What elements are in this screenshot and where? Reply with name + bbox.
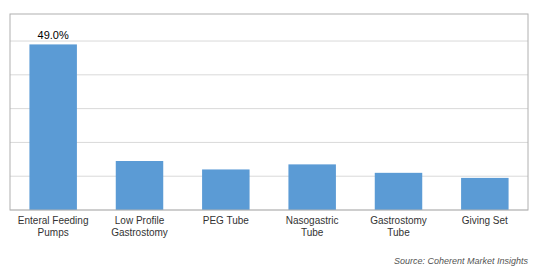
grid-line [10,74,528,75]
x-tick-label-line: Nasogastric [286,215,339,226]
x-tick-label: Enteral FeedingPumps [18,215,89,238]
x-tick-label: Low ProfileGastrostomy [111,215,168,238]
grid-line [10,142,528,143]
page: {"chart_data": {"type": "bar", "categori… [0,0,538,272]
x-tick-label-line: Tube [301,227,324,238]
data-label: 49.0% [38,29,69,41]
bar [202,169,249,210]
x-tick-label-line: Gastrostomy [370,215,427,226]
x-tick-label-line: Gastrostomy [111,227,168,238]
bar [116,161,163,210]
bar [288,164,335,210]
x-axis: Enteral FeedingPumpsLow ProfileGastrosto… [18,215,508,238]
x-tick-label-line: Pumps [38,227,69,238]
chart-container: 49.0%Enteral FeedingPumpsLow ProfileGast… [0,0,538,272]
plot-frame [10,14,528,210]
x-tick-label-line: Low Profile [115,215,165,226]
grid-line [10,176,528,177]
x-tick-label-line: Tube [387,227,410,238]
chart-svg: 49.0%Enteral FeedingPumpsLow ProfileGast… [0,0,538,272]
source-note: Source: Coherent Market Insights [394,256,529,266]
bars [29,44,508,210]
bar [29,44,76,210]
x-tick-label-line: Giving Set [462,215,508,226]
x-tick-label: PEG Tube [203,215,250,226]
x-tick-label: Giving Set [462,215,508,226]
x-tick-label: NasogastricTube [286,215,339,238]
bar [461,178,508,210]
x-tick-label: GastrostomyTube [370,215,427,238]
grid-line [10,41,528,42]
grid-line [10,108,528,109]
bar [375,173,422,210]
x-tick-label-line: PEG Tube [203,215,250,226]
x-tick-label-line: Enteral Feeding [18,215,89,226]
grid [10,41,528,210]
